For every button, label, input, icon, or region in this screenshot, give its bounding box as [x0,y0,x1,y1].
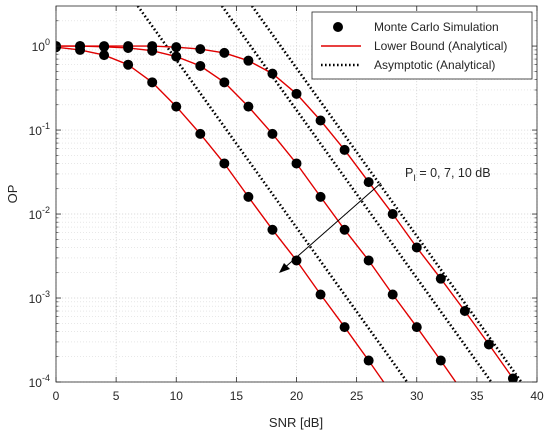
monte-carlo-point [363,255,374,266]
x-tick-label: 0 [53,389,60,403]
legend-label-lower-bound: Lower Bound (Analytical) [374,39,507,53]
monte-carlo-point [147,77,158,88]
lower-bound-line-1 [56,45,457,382]
monte-carlo-point [460,390,470,400]
monte-carlo-point [147,41,158,52]
asymptotic-line-2 [250,6,523,382]
monte-carlo-point [291,88,302,99]
monte-carlo-point [435,273,446,284]
axis-ticks [55,6,538,383]
monte-carlo-point [388,390,398,400]
asymptotic-lines [136,6,523,382]
monte-carlo-point [219,47,230,58]
monte-carlo-point [219,77,230,88]
monte-carlo-point [195,44,206,55]
monte-carlo-point [99,41,110,52]
monte-carlo-point [123,41,134,52]
legend-label-asymptotic: Asymptotic (Analytical) [374,58,495,72]
x-tick-label: 20 [290,389,304,403]
asymptotic-line-0 [136,6,409,382]
x-tick-label: 10 [170,389,184,403]
monte-carlo-point [171,51,182,62]
y-tick-label: 10-3 [29,289,50,306]
monte-carlo-point [315,115,326,126]
monte-carlo-point [363,355,374,366]
monte-carlo-point [267,68,278,79]
x-tick-label: 5 [113,389,120,403]
asymptotic-line-1 [220,6,493,382]
monte-carlo-point [243,191,254,202]
annotation-text: PI = 0, 7, 10 dB [405,166,491,183]
monte-carlo-point [243,55,254,66]
monte-carlo-point [267,128,278,139]
monte-carlo-point [387,289,398,300]
monte-carlo-point [171,42,182,53]
monte-carlo-point [171,101,182,112]
y-tick-label: 10-4 [29,373,50,390]
y-tick-labels: 100 10-1 10-2 10-3 10-4 [29,37,50,390]
monte-carlo-point [75,41,86,52]
monte-carlo-point [123,59,134,70]
monte-carlo-point [99,50,110,61]
y-tick-label: 10-1 [29,121,50,138]
plot-area [56,6,523,400]
monte-carlo-point [243,101,254,112]
monte-carlo-point [339,144,350,155]
monte-carlo-point [315,191,326,202]
x-tick-label: 40 [530,389,544,403]
y-axis-label: OP [5,185,20,204]
monte-carlo-point [339,322,350,333]
y-tick-label: 10-2 [29,205,50,222]
monte-carlo-point [291,158,302,169]
monte-carlo-point [459,306,470,317]
monte-carlo-point [195,60,206,71]
monte-carlo-point [339,224,350,235]
monte-carlo-point [195,128,206,139]
monte-carlo-point [411,322,422,333]
monte-carlo-markers [56,41,518,400]
annotation-arrow-line [281,182,382,271]
annotation-arrow-head [279,263,290,273]
legend: Monte Carlo Simulation Lower Bound (Anal… [311,11,533,80]
monte-carlo-point [507,373,518,382]
monte-carlo-point [483,339,494,350]
legend-marker-monte-carlo [333,22,343,32]
pi-annotation: PI = 0, 7, 10 dB [279,166,491,273]
y-tick-label: 100 [32,37,50,54]
monte-carlo-point [363,177,374,188]
x-tick-label: 25 [350,389,364,403]
monte-carlo-point [267,224,278,235]
monte-carlo-point [387,209,398,220]
x-tick-label: 30 [410,389,424,403]
monte-carlo-point [219,158,230,169]
lower-bound-line-0 [56,46,385,382]
monte-carlo-point [435,355,446,366]
legend-label-monte-carlo: Monte Carlo Simulation [374,20,499,34]
monte-carlo-point [411,242,422,253]
x-tick-label: 35 [470,389,484,403]
lower-bound-lines [56,45,514,382]
x-tick-label: 15 [230,389,244,403]
x-axis-label: SNR [dB] [269,415,323,430]
monte-carlo-point [291,255,302,266]
monte-carlo-point [315,289,326,300]
x-tick-labels: 0 5 10 15 20 25 30 35 40 [53,389,544,403]
